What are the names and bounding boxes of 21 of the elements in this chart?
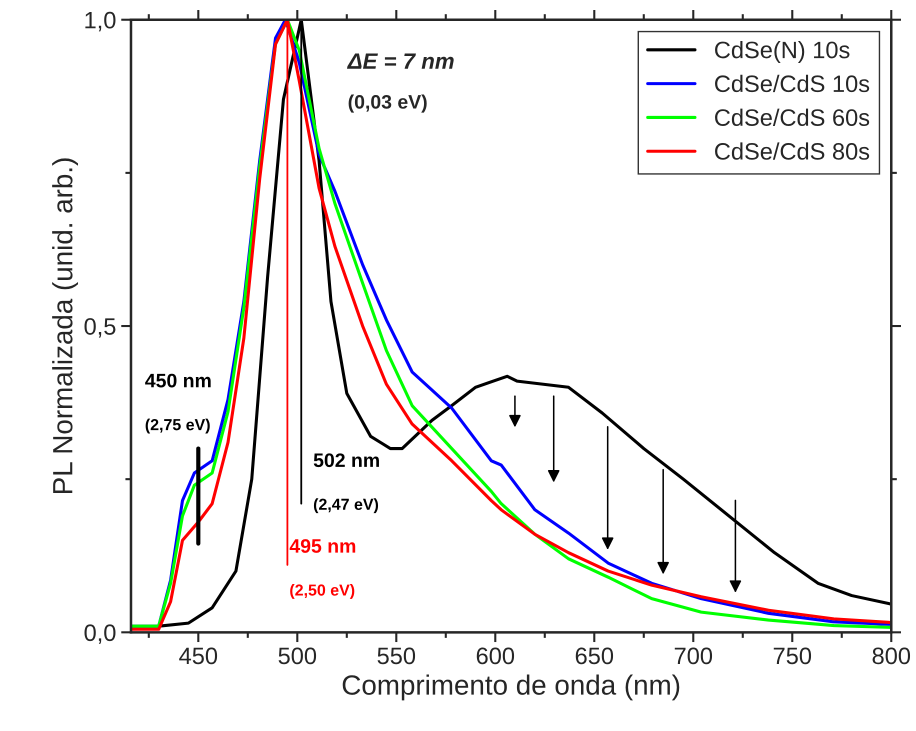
x-tick-label: 450 xyxy=(179,648,218,664)
x-tick-label: 600 xyxy=(476,648,514,664)
legend-label: CdSe/CdS 10s xyxy=(715,74,870,92)
x-tick-label: 750 xyxy=(774,648,812,664)
annotation: ΔE = 7 nm (0,03 eV) xyxy=(346,53,454,113)
x-tick-label: 700 xyxy=(674,648,712,664)
y-tick-label: 0,5 xyxy=(84,318,116,338)
text: 495 nm (2,50 eV) xyxy=(290,539,356,599)
x-tick-label: 800 xyxy=(872,648,910,664)
x-tick-label: 650 xyxy=(576,648,614,664)
legend-label: CdSe/CdS 60s xyxy=(715,108,870,126)
text: 450 nm (2,75 eV) xyxy=(145,374,211,434)
y-axis-title: PL Normalizada (unid. arb.) xyxy=(52,158,78,494)
legend-label: CdSe(N) 10s xyxy=(715,40,850,63)
x-axis-title: Comprimento de onda (nm) xyxy=(342,674,680,700)
x-tick-label: 550 xyxy=(378,648,416,664)
y-tick-label: 0,0 xyxy=(84,624,116,644)
y-tick-label: 1,0 xyxy=(85,12,116,32)
x-tick-label: 500 xyxy=(278,648,316,664)
text: 502 nm (2,47 eV) xyxy=(314,453,379,514)
legend-label: CdSe/CdS 80s xyxy=(715,142,870,160)
